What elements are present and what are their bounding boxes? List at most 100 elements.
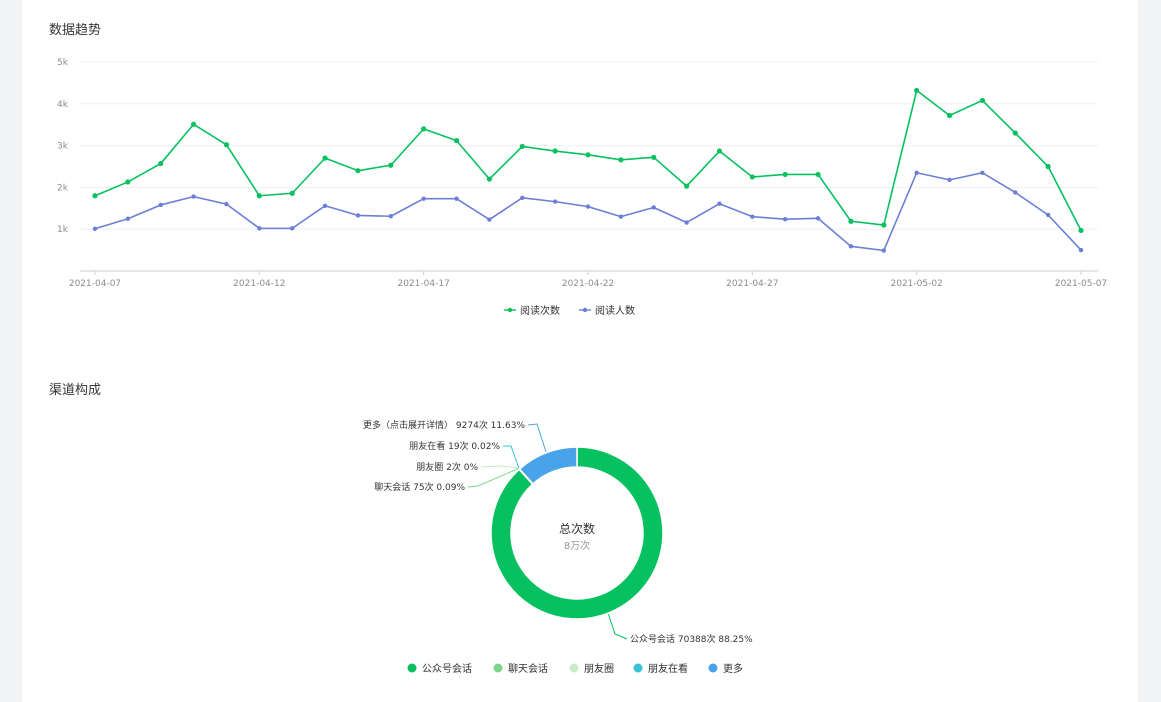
- y-tick-label: 2k: [57, 183, 69, 193]
- x-tick-label: 2021-04-12: [233, 279, 285, 289]
- data-point-reads: [618, 157, 624, 163]
- data-point-reads: [881, 222, 887, 228]
- data-point-reads: [519, 143, 525, 150]
- pie-slice[interactable]: [490, 446, 664, 620]
- legend-label[interactable]: 阅读人数: [595, 304, 635, 317]
- legend-item-label[interactable]: 朋友在看: [648, 662, 688, 675]
- x-tick-label: 2021-04-17: [398, 279, 450, 289]
- series-line-readers: [94, 171, 1082, 252]
- data-point-reads: [486, 176, 492, 182]
- data-point-readers: [92, 226, 98, 231]
- data-point-reads: [453, 137, 460, 144]
- legend-dot: [708, 663, 718, 673]
- data-point-reads: [716, 148, 723, 154]
- data-point-reads: [1078, 227, 1084, 234]
- pie-leader-line: [467, 468, 519, 488]
- pie-slice-label: 朋友圈 2次 0%: [416, 461, 478, 473]
- data-point-readers: [322, 203, 328, 208]
- data-point-reads: [421, 126, 427, 132]
- data-point-reads: [684, 183, 690, 189]
- data-point-reads: [848, 218, 854, 224]
- data-point-readers: [520, 195, 525, 201]
- data-point-reads: [158, 160, 164, 167]
- data-point-readers: [454, 196, 459, 201]
- y-tick-label: 4k: [57, 100, 69, 110]
- data-point-readers: [881, 248, 886, 253]
- legend-dot: [569, 663, 579, 673]
- data-point-readers: [224, 201, 229, 207]
- data-point-reads: [585, 152, 591, 158]
- x-tick-label: 2021-05-07: [1055, 279, 1107, 289]
- series-line-reads: [94, 89, 1082, 231]
- data-point-reads: [289, 190, 295, 196]
- x-tick-label: 2021-04-22: [562, 279, 614, 289]
- legend-item-label[interactable]: 朋友圈: [584, 662, 614, 675]
- data-point-reads: [223, 142, 230, 148]
- pie-center-value: 8万次: [564, 539, 590, 552]
- data-point-reads: [914, 87, 920, 94]
- data-point-readers: [125, 216, 131, 221]
- data-point-reads: [191, 121, 197, 127]
- data-point-readers: [552, 199, 558, 204]
- data-point-readers: [487, 217, 492, 222]
- x-tick-label: 2021-04-07: [69, 279, 121, 289]
- pie-center-title: 总次数: [559, 521, 595, 536]
- channel-section-title: 渠道构成: [49, 383, 102, 398]
- pie-slice[interactable]: [518, 446, 578, 485]
- data-point-readers: [1045, 212, 1051, 218]
- data-point-reads: [92, 193, 98, 199]
- pie-leader-line: [607, 613, 628, 640]
- pie-slice-label: 公众号会话 70388次 88.25%: [630, 633, 753, 645]
- pie-leader-line: [503, 445, 520, 469]
- data-point-reads: [322, 155, 328, 161]
- data-point-reads: [125, 179, 131, 185]
- data-point-reads: [1045, 163, 1051, 170]
- trend-section-title: 数据趋势: [49, 23, 102, 38]
- legend-dot: [493, 663, 503, 673]
- data-point-readers: [848, 244, 854, 249]
- data-point-readers: [750, 214, 755, 219]
- y-tick-label: 3k: [57, 142, 69, 152]
- data-point-readers: [684, 220, 689, 225]
- legend-marker: [582, 307, 588, 313]
- data-point-readers: [257, 226, 262, 231]
- data-point-reads: [946, 112, 953, 119]
- legend-label[interactable]: 阅读次数: [520, 304, 560, 317]
- data-point-readers: [388, 214, 393, 219]
- data-point-reads: [651, 154, 657, 160]
- data-point-readers: [914, 170, 919, 175]
- data-point-readers: [783, 216, 788, 222]
- legend-item-label[interactable]: 聊天会话: [508, 662, 548, 675]
- pie-slice-label: 聊天会话 75次 0.09%: [374, 481, 465, 493]
- legend-dot: [407, 663, 417, 673]
- pie-leader-line: [527, 423, 547, 452]
- content-card: 数据趋势 渠道构成: [22, 0, 1138, 702]
- x-tick-label: 2021-05-02: [891, 279, 943, 289]
- y-tick-label: 5k: [57, 58, 69, 68]
- legend-item-label[interactable]: 公众号会话: [422, 662, 472, 675]
- data-point-readers: [815, 216, 821, 221]
- pie-slice-label: 更多（点击展开详情） 9274次 11.63%: [363, 419, 525, 431]
- legend-dot: [633, 663, 643, 673]
- data-point-readers: [1078, 247, 1084, 253]
- data-point-readers: [421, 196, 426, 201]
- data-point-readers: [618, 214, 624, 219]
- data-point-reads: [749, 174, 755, 180]
- data-point-readers: [355, 213, 361, 218]
- pie-slice-label: 朋友在看 19次 0.02%: [409, 440, 500, 452]
- data-point-readers: [947, 177, 952, 183]
- pie-leader-line: [480, 465, 519, 469]
- data-point-reads: [355, 168, 361, 174]
- data-point-readers: [290, 226, 295, 231]
- data-point-readers: [585, 204, 591, 209]
- data-point-readers: [651, 205, 656, 210]
- data-point-reads: [1012, 130, 1018, 136]
- x-tick-label: 2021-04-27: [726, 279, 778, 289]
- data-point-readers: [717, 201, 722, 206]
- data-point-readers: [158, 202, 163, 208]
- data-point-readers: [980, 170, 985, 175]
- legend-item-label[interactable]: 更多: [723, 662, 743, 675]
- data-point-reads: [979, 97, 986, 104]
- data-point-reads: [552, 148, 558, 154]
